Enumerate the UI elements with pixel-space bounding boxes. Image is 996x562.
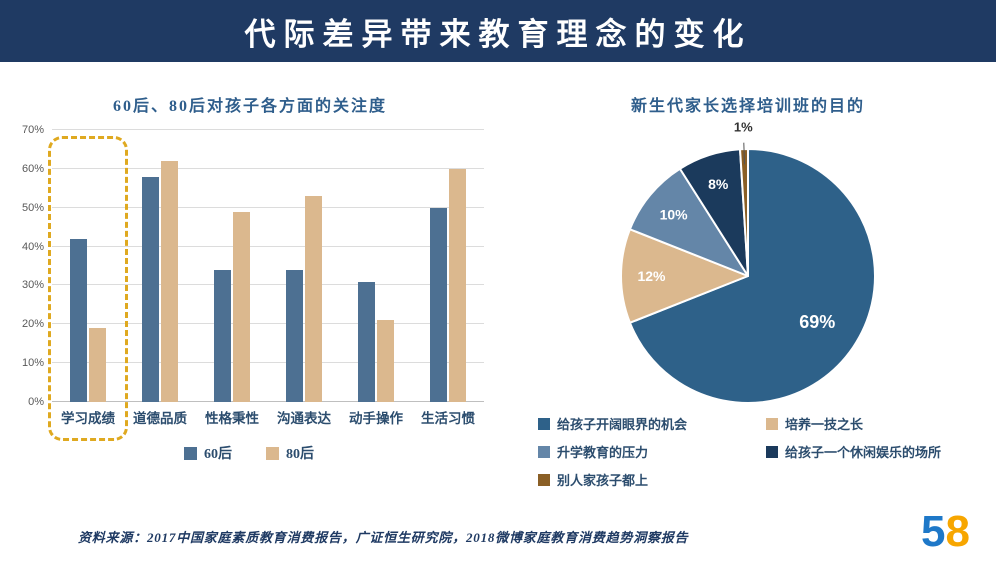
bar-legend-item-60后: 60后 — [184, 443, 232, 463]
y-axis-label-40%: 40% — [21, 240, 44, 253]
bar-chart-title: 60后、80后对孩子各方面的关注度 — [112, 98, 387, 115]
pie-chart-legend: 给孩子开阔眼界的机会 培养一技之长升学教育的压力 给孩子一个休闲娱乐的场所别人家孩子… — [538, 414, 996, 489]
legend-swatch — [538, 473, 550, 486]
bar-chart: 0% 10% 20% 30% 40% 50% 60% 70% 学习成绩 道德品质 性格秉性 沟通表达… — [14, 124, 484, 463]
bar-plot-wrap: 0% 10% 20% 30% 40% 50% 60% 70% — [14, 124, 484, 408]
x-axis: 学习成绩 道德品质 性格秉性 沟通表达 动手操作 生活习惯 — [52, 407, 484, 427]
bar-legend-item-80后: 80后 — [266, 443, 314, 463]
bar-60后-生活习惯 — [430, 207, 447, 402]
legend-label: 80后 — [286, 447, 314, 462]
category-label-沟通表达: 沟通表达 — [277, 411, 331, 426]
legend-label: 给孩子开阔眼界的机会 — [557, 417, 688, 432]
y-axis-label-10%: 10% — [21, 357, 44, 370]
category-label-动手操作: 动手操作 — [349, 411, 403, 426]
gridline-30 — [52, 284, 484, 286]
logo-digit-8: 8 — [945, 507, 970, 556]
y-axis-label-60%: 60% — [21, 162, 44, 175]
category-label-性格秉性: 性格秉性 — [205, 411, 259, 426]
legend-label: 给孩子一个休闲娱乐的场所 — [785, 445, 942, 460]
bar-group-性格秉性 — [196, 130, 268, 402]
gridline-70 — [52, 129, 484, 130]
bar-chart-legend: 60后 80后 — [14, 443, 484, 463]
bar-80后-生活习惯 — [449, 168, 466, 402]
gridline-0 — [52, 401, 484, 402]
bar-group-道德品质 — [124, 130, 196, 402]
category-label-道德品质: 道德品质 — [133, 411, 187, 426]
bar-80后-动手操作 — [377, 320, 394, 402]
pie-legend-item-升学教育的压力: 升学教育的压力 — [538, 442, 766, 461]
pie-leader-line — [743, 142, 745, 165]
category-label-学习成绩: 学习成绩 — [61, 411, 115, 426]
source-note: 资料来源：2017中国家庭素质教育消费报告，广证恒生研究院，2018微博家庭教育… — [78, 530, 689, 545]
pie-slice-给孩子开阔眼界的机会 — [628, 148, 876, 404]
bar-group-生活习惯 — [412, 130, 484, 402]
y-axis: 0% 10% 20% 30% 40% 50% 60% 70% — [14, 124, 52, 408]
gridline-40 — [52, 245, 484, 247]
bar-60后-性格秉性 — [214, 269, 231, 402]
y-axis-label-0%: 0% — [28, 396, 44, 408]
pie-chart-title: 新生代家长选择培训班的目的 — [630, 98, 865, 115]
bar-60后-沟通表达 — [286, 269, 303, 402]
bar-60后-道德品质 — [142, 176, 159, 402]
bar-group-沟通表达 — [268, 130, 340, 402]
pie-legend-item-给孩子开阔眼界的机会: 给孩子开阔眼界的机会 — [538, 414, 766, 433]
bar-group-动手操作 — [340, 130, 412, 402]
legend-label: 60后 — [204, 447, 232, 462]
legend-label: 培养一技之长 — [785, 417, 864, 432]
y-axis-label-20%: 20% — [21, 318, 44, 331]
legend-swatch — [184, 446, 197, 460]
pie-chart-panel: 新生代家长选择培训班的目的 69% 12% 10% 8% 1% 给孩子开阔眼界的机会 培养… — [500, 62, 996, 489]
bar-60后-学习成绩 — [70, 238, 87, 402]
x-axis-labels: 学习成绩 道德品质 性格秉性 沟通表达 动手操作 生活习惯 — [52, 407, 484, 427]
bar-groups — [52, 130, 484, 402]
slide-title: 代际差异带来教育理念的变化 — [244, 16, 752, 52]
y-axis-label-30%: 30% — [21, 279, 44, 292]
bar-group-学习成绩 — [52, 130, 124, 402]
grid-layer — [52, 129, 484, 402]
pie-label-1%: 1% — [734, 120, 753, 135]
pie-slice-升学教育的压力 — [628, 167, 749, 277]
title-banner: 代际差异带来教育理念的变化 — [0, 0, 996, 62]
legend-label: 别人家孩子都上 — [557, 473, 649, 488]
logo-58: 58 — [921, 510, 970, 554]
legend-swatch — [766, 445, 778, 458]
bar-60后-动手操作 — [358, 281, 375, 402]
y-axis-label-50%: 50% — [21, 201, 44, 214]
gridline-60 — [52, 167, 484, 169]
pie-legend-item-给孩子一个休闲娱乐的场所: 给孩子一个休闲娱乐的场所 — [766, 442, 996, 461]
pie-chart: 69% 12% 10% 8% 1% — [620, 120, 876, 404]
bar-chart-panel: 60后、80后对孩子各方面的关注度 0% 10% 20% 30% 40% 50% 60% 70… — [0, 62, 500, 489]
pie-legend-item-别人家孩子都上: 别人家孩子都上 — [538, 470, 766, 489]
bar-plot-area — [52, 129, 484, 402]
category-label-生活习惯: 生活习惯 — [421, 411, 475, 426]
bar-80后-学习成绩 — [89, 328, 106, 402]
content: 60后、80后对孩子各方面的关注度 0% 10% 20% 30% 40% 50% 60% 70… — [0, 62, 996, 489]
bar-80后-道德品质 — [161, 161, 178, 402]
gridline-20 — [52, 323, 484, 325]
pie-label-10%: 10% — [660, 207, 689, 223]
pie-label-8%: 8% — [708, 176, 729, 192]
legend-swatch — [766, 417, 778, 430]
legend-swatch — [266, 446, 279, 460]
y-axis-label-70%: 70% — [21, 124, 44, 136]
logo-digit-5: 5 — [921, 507, 946, 556]
bar-80后-性格秉性 — [233, 211, 250, 402]
gridline-10 — [52, 362, 484, 364]
pie-label-12%: 12% — [637, 268, 666, 284]
gridline-50 — [52, 206, 484, 208]
legend-swatch — [538, 417, 550, 430]
bar-80后-沟通表达 — [305, 196, 322, 402]
pie-slice-培养一技之长 — [620, 228, 749, 324]
legend-swatch — [538, 445, 550, 458]
pie-legend-item-培养一技之长: 培养一技之长 — [766, 414, 996, 433]
pie-label-69%: 69% — [799, 312, 835, 332]
legend-label: 升学教育的压力 — [557, 445, 649, 460]
